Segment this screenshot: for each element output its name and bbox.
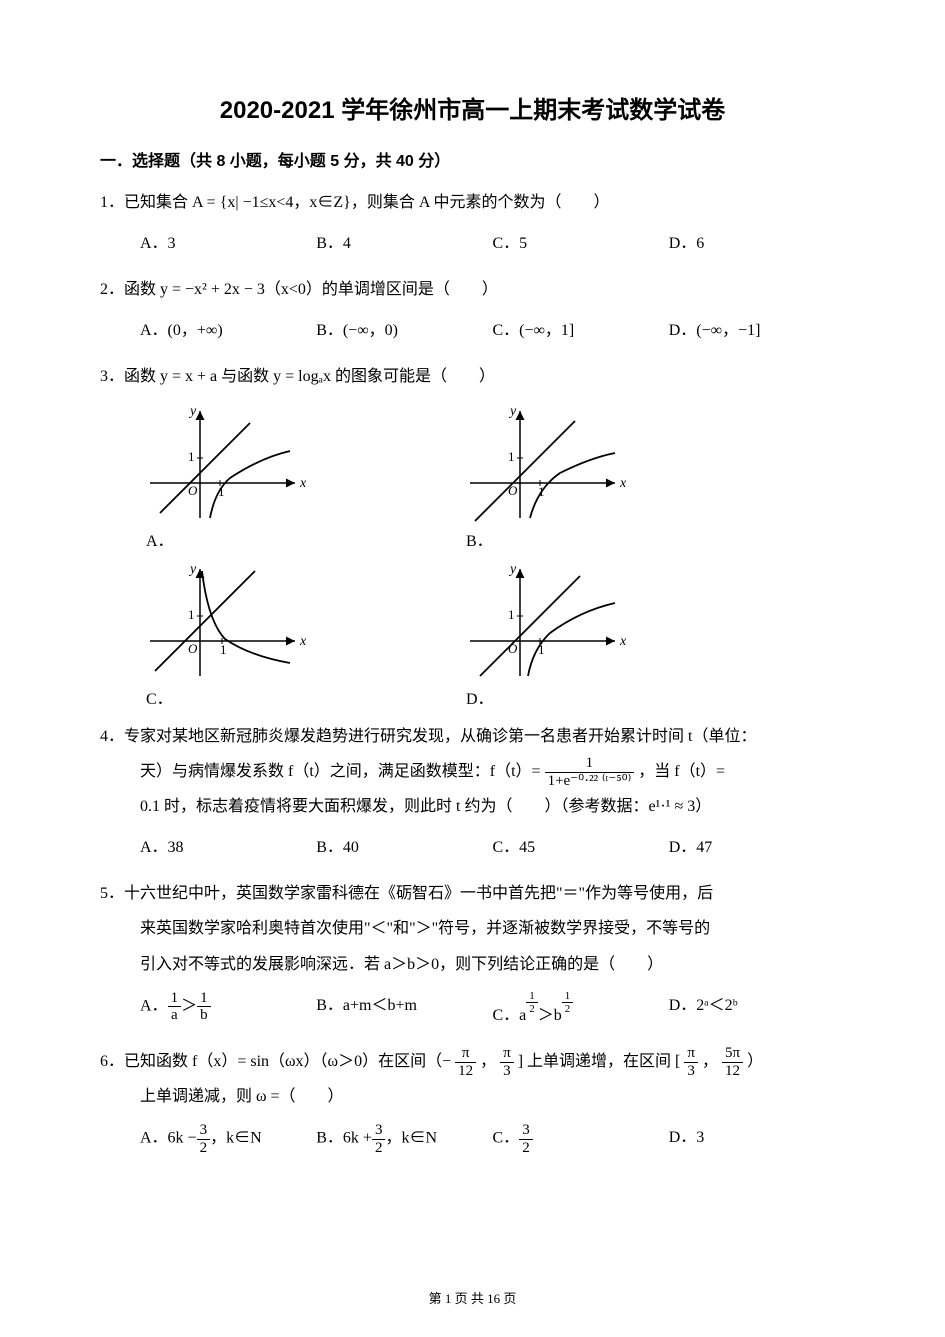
q6-options: A．6k −32，k∈N B．6k +32，k∈N C．32 D．3 [100, 1122, 845, 1156]
graph-c-svg: x y O 1 1 [140, 561, 310, 681]
q2-opt-d: D．(−∞，−1] [669, 315, 845, 347]
q4-opt-a: A．38 [140, 832, 316, 864]
q3-label-c: C． [140, 685, 173, 709]
q5-line2: 来英国数学家哈利奥特首次使用"＜"和"＞"符号，并逐渐被数学界接受，不等号的 [100, 911, 845, 946]
q5-opt-d: D．2ᵃ＜2ᵇ [669, 990, 845, 1032]
svg-text:1: 1 [538, 642, 545, 657]
q3-label-d: D． [460, 685, 494, 709]
svg-text:x: x [619, 634, 627, 649]
question-1: 1．已知集合 A = {x| −1≤x<4，x∈Z}，则集合 A 中元素的个数为… [100, 185, 845, 220]
q1-opt-b: B．4 [316, 228, 492, 260]
q3-graph-a: x y O 1 1 A． [140, 403, 310, 551]
svg-text:y: y [188, 404, 197, 419]
q6-frac-pi3b: π3 [684, 1045, 698, 1079]
q6-line1: 6．已知函数 f（x）= sin（ωx）（ω＞0）在区间（− π12 ， π3 … [100, 1044, 845, 1079]
svg-text:1: 1 [508, 449, 515, 464]
q2-options: A．(0，+∞) B．(−∞，0) C．(−∞，1] D．(−∞，−1] [100, 315, 845, 347]
q5-opt-b: B．a+m＜b+m [316, 990, 492, 1032]
question-4: 4．专家对某地区新冠肺炎爆发趋势进行研究发现，从确诊第一名患者开始累计时间 t（… [100, 719, 845, 825]
q6-part3: ] 上单调递增，在区间 [ [518, 1053, 681, 1070]
svg-text:1: 1 [508, 607, 515, 622]
svg-text:y: y [188, 562, 197, 577]
q6-frac-pi12a: π12 [455, 1045, 476, 1079]
q4-opt-b: B．40 [316, 832, 492, 864]
q1-opt-c: C．5 [493, 228, 669, 260]
q6-line2: 上单调递减，则 ω =（ ） [100, 1079, 845, 1114]
svg-text:1: 1 [188, 449, 195, 464]
q3-text: 3．函数 y = x + a 与函数 y = logₐx 的图象可能是（ ） [100, 359, 845, 394]
graph-a-svg: x y O 1 1 [140, 403, 310, 523]
svg-text:x: x [299, 634, 307, 649]
q5-opt-a: A．1a＞1b [140, 990, 316, 1032]
q3-label-b: B． [460, 527, 493, 551]
q5-line3: 引入对不等式的发展影响深远．若 a＞b＞0，则下列结论正确的是（ ） [100, 947, 845, 982]
q4-line1b: 天）与病情爆发系数 f（t）之间，满足函数模型：f（t）= [140, 763, 541, 780]
q6-opt-b: B．6k +32，k∈N [316, 1122, 492, 1156]
q4-options: A．38 B．40 C．45 D．47 [100, 832, 845, 864]
svg-text:x: x [299, 476, 307, 491]
q3-graph-b: x y O 1 1 B． [460, 403, 630, 551]
question-3: 3．函数 y = x + a 与函数 y = logₐx 的图象可能是（ ） [100, 359, 845, 394]
svg-text:y: y [508, 404, 517, 419]
q3-graph-row-2: x y O 1 1 C． x y O 1 [100, 561, 845, 709]
q3-graph-c: x y O 1 1 C． [140, 561, 310, 709]
q4-line2: 0.1 时，标志着疫情将要大面积爆发，则此时 t 约为（ ）（参考数据：e¹·¹… [100, 789, 845, 824]
page-title: 2020-2021 学年徐州市高一上期末考试数学试卷 [100, 90, 845, 125]
q1-options: A．3 B．4 C．5 D．6 [100, 228, 845, 260]
q6-opt-c: C．32 [493, 1122, 669, 1156]
q4-fraction: 1 1+e⁻⁰·²² ⁽ᵗ⁻⁵⁰⁾ [545, 755, 635, 789]
svg-text:O: O [188, 641, 198, 656]
q1-text: 1．已知集合 A = {x| −1≤x<4，x∈Z}，则集合 A 中元素的个数为… [100, 185, 845, 220]
q6-opt-d: D．3 [669, 1122, 845, 1156]
q6-frac-5pi12: 5π12 [722, 1045, 743, 1079]
q4-opt-d: D．47 [669, 832, 845, 864]
q2-opt-a: A．(0，+∞) [140, 315, 316, 347]
q5-line1: 5．十六世纪中叶，英国数学家雷科德在《砺智石》一书中首先把"＝"作为等号使用，后 [100, 876, 845, 911]
section-header: 一．选择题（共 8 小题，每小题 5 分，共 40 分） [100, 147, 845, 171]
q3-graph-row-1: x y O 1 1 A． x y O [100, 403, 845, 551]
svg-text:1: 1 [218, 484, 225, 499]
q1-opt-a: A．3 [140, 228, 316, 260]
q2-opt-b: B．(−∞，0) [316, 315, 492, 347]
question-6: 6．已知函数 f（x）= sin（ωx）（ω＞0）在区间（− π12 ， π3 … [100, 1044, 845, 1115]
svg-text:x: x [619, 476, 627, 491]
svg-text:1: 1 [538, 484, 545, 499]
q6-part5: ） [747, 1053, 763, 1070]
q2-opt-c: C．(−∞，1] [493, 315, 669, 347]
page-footer: 第 1 页 共 16 页 [0, 1288, 945, 1307]
graph-b-svg: x y O 1 1 [460, 403, 630, 523]
q4-line1b-wrap: 天）与病情爆发系数 f（t）之间，满足函数模型：f（t）= 1 1+e⁻⁰·²²… [100, 754, 845, 789]
q3-graph-d: x y O 1 1 D． [460, 561, 630, 709]
svg-text:y: y [508, 562, 517, 577]
graph-d-svg: x y O 1 1 [460, 561, 630, 681]
svg-text:1: 1 [188, 607, 195, 622]
q5-options: A．1a＞1b B．a+m＜b+m C．a12＞b12 D．2ᵃ＜2ᵇ [100, 990, 845, 1032]
q4-line1a: 4．专家对某地区新冠肺炎爆发趋势进行研究发现，从确诊第一名患者开始累计时间 t（… [100, 719, 845, 754]
q2-text: 2．函数 y = −x² + 2x − 3（x<0）的单调增区间是（ ） [100, 272, 845, 307]
svg-text:O: O [188, 483, 198, 498]
q4-line1c: ，当 f（t）= [638, 763, 725, 780]
q4-frac-den: 1+e⁻⁰·²² ⁽ᵗ⁻⁵⁰⁾ [545, 773, 635, 790]
question-5: 5．十六世纪中叶，英国数学家雷科德在《砺智石》一书中首先把"＝"作为等号使用，后… [100, 876, 845, 982]
svg-text:1: 1 [220, 642, 227, 657]
q6-opt-a: A．6k −32，k∈N [140, 1122, 316, 1156]
q4-opt-c: C．45 [493, 832, 669, 864]
q1-opt-d: D．6 [669, 228, 845, 260]
q5-opt-c: C．a12＞b12 [493, 990, 669, 1032]
q6-part2: ， [480, 1053, 496, 1070]
q6-frac-pi3a: π3 [500, 1045, 514, 1079]
question-2: 2．函数 y = −x² + 2x − 3（x<0）的单调增区间是（ ） [100, 272, 845, 307]
q6-part4: ， [702, 1053, 718, 1070]
q6-part1: 6．已知函数 f（x）= sin（ωx）（ω＞0）在区间（− [100, 1053, 451, 1070]
q3-label-a: A． [140, 527, 174, 551]
q4-frac-num: 1 [545, 755, 635, 773]
